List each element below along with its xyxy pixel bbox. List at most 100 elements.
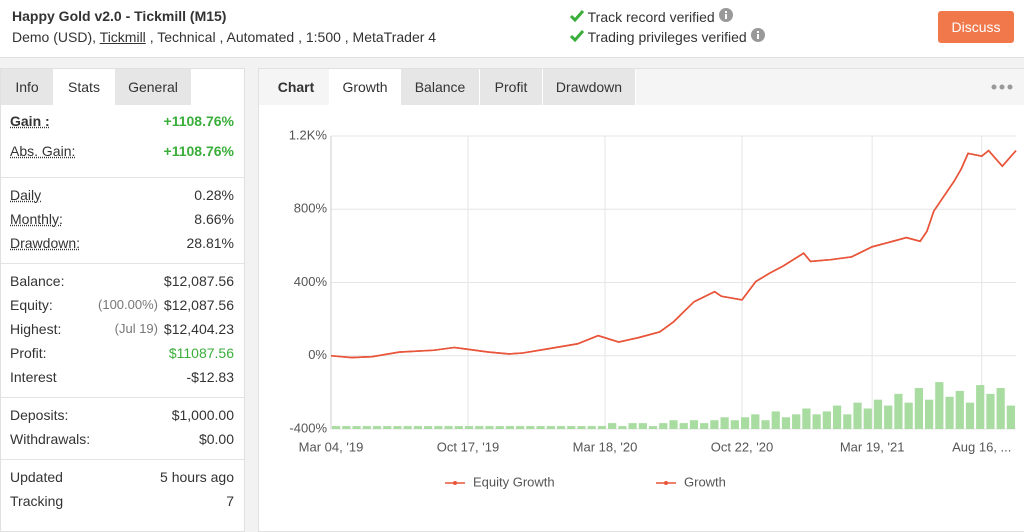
- verified-text: Trading privileges verified: [587, 29, 747, 45]
- growth-line: [330, 149, 1017, 359]
- legend-label: Equity Growth: [473, 474, 555, 489]
- y-tick-label: 0%: [308, 347, 327, 362]
- chart-panel: -400% 0% 400% 800% 1.2K% Mar 04, '19 Oct 17, '…: [258, 68, 1024, 532]
- legend-marker-dot: [664, 481, 668, 485]
- stat-label: Deposits:: [10, 407, 69, 423]
- volume-bar: [393, 426, 402, 429]
- volume-bar: [935, 382, 944, 429]
- account-type: Demo (USD),: [12, 29, 97, 45]
- x-tick-label: Aug 16, ...: [952, 439, 1011, 454]
- volume-bar: [914, 387, 923, 429]
- stat-value: $12,087.56: [163, 297, 234, 313]
- volume-bar: [403, 426, 412, 429]
- volume-bar: [771, 411, 780, 429]
- volume-bar: [781, 417, 791, 429]
- chart-tab[interactable]: Balance: [401, 69, 480, 105]
- chart-tab[interactable]: Drawdown: [543, 69, 636, 105]
- volume-bar: [659, 423, 668, 429]
- stat-label: Withdrawals:: [10, 431, 91, 447]
- volume-bar: [434, 426, 443, 429]
- left-tab[interactable]: Info: [1, 69, 54, 105]
- stat-value: $11087.56: [168, 345, 234, 361]
- stat-row: Abs. Gain: +1108.76%: [10, 143, 234, 163]
- volume-bar: [761, 420, 770, 429]
- volume-bar: [812, 414, 821, 429]
- stat-value: $0.00: [198, 431, 234, 447]
- volume-bar: [924, 399, 934, 429]
- volume-bar: [362, 426, 371, 429]
- volume-bar: [740, 417, 750, 429]
- broker-link[interactable]: Tickmill: [99, 29, 146, 45]
- volume-bar: [822, 411, 831, 429]
- divider: [1, 397, 244, 398]
- stat-row: Balance: $12,087.56: [10, 273, 234, 293]
- y-tick-label: 400%: [294, 274, 328, 289]
- divider: [1, 177, 244, 178]
- volume-bar: [536, 426, 545, 429]
- stat-row: Withdrawals: $0.00: [10, 431, 234, 451]
- volume-bar: [945, 396, 954, 429]
- stat-label: Updated: [10, 469, 63, 485]
- y-tick-label: 800%: [294, 201, 328, 216]
- volume-bar: [904, 402, 913, 429]
- stat-label: Highest:: [10, 321, 62, 337]
- volume-bar: [648, 426, 658, 429]
- left-tab[interactable]: Stats: [54, 69, 115, 105]
- header: Happy Gold v2.0 - Tickmill (M15) Demo (U…: [0, 0, 1024, 58]
- stats-panel: Info Stats General Gain : +1108.76% Abs. Gain…: [0, 68, 245, 532]
- verified-item: Trading privileges verified: [569, 28, 765, 45]
- volume-bar: [720, 417, 729, 429]
- stat-value: $12,087.56: [163, 273, 234, 289]
- stat-value: +1108.76%: [163, 143, 234, 159]
- x-tick-label: Oct 17, '19: [437, 439, 499, 454]
- stat-value: 28.81%: [186, 235, 234, 251]
- stat-label: Daily: [10, 187, 42, 203]
- volume-bar: [792, 414, 801, 429]
- x-tick-label: Mar 04, '19: [299, 439, 364, 454]
- stat-row: Gain : +1108.76%: [10, 113, 234, 133]
- volume-bar: [444, 426, 453, 429]
- volume-bar: [976, 385, 985, 429]
- divider: [1, 459, 244, 460]
- volume-bar: [546, 426, 555, 429]
- stat-note: (100.00%): [98, 297, 158, 312]
- volume-bar: [342, 426, 351, 429]
- chart-tab[interactable]: Chart: [263, 69, 330, 105]
- stat-label: Tracking: [10, 493, 64, 509]
- stat-row: Equity: (100.00%) $12,087.56: [10, 297, 234, 317]
- volume-bar: [618, 426, 627, 429]
- volume-bar: [894, 393, 903, 429]
- system-title: Happy Gold v2.0 - Tickmill (M15): [12, 8, 227, 24]
- discuss-button[interactable]: Discuss: [938, 11, 1014, 43]
- stat-row: Interest -$12.83: [10, 369, 234, 389]
- volume-bar: [464, 426, 474, 429]
- volume-bar: [332, 426, 341, 429]
- volume-bar: [955, 390, 964, 429]
- volume-bar: [802, 408, 811, 429]
- stat-row: Drawdown: 28.81%: [10, 235, 234, 255]
- verified-item: Track record verified: [569, 8, 733, 25]
- chart-tab[interactable]: Growth: [330, 69, 401, 105]
- more-menu[interactable]: [991, 83, 1013, 91]
- x-tick-label: Mar 19, '21: [840, 439, 905, 454]
- stat-label: Abs. Gain:: [10, 143, 76, 159]
- volume-bar: [383, 426, 392, 429]
- account-details: , Technical , Automated , 1:500 , MetaTr…: [149, 29, 437, 45]
- chart-tab[interactable]: Profit: [480, 69, 543, 105]
- volume-bar: [832, 405, 842, 429]
- stat-value: 0.28%: [194, 187, 234, 203]
- volume-bar: [577, 426, 586, 429]
- stat-label: Monthly:: [10, 211, 63, 227]
- stat-label: Drawdown:: [10, 235, 81, 251]
- legend-marker-dot: [453, 481, 457, 485]
- volume-bar: [628, 423, 637, 429]
- stat-row: Deposits: $1,000.00: [10, 407, 234, 427]
- volume-bar: [526, 426, 535, 429]
- info-icon[interactable]: [718, 8, 733, 22]
- volume-bar: [730, 420, 739, 429]
- volume-bar: [516, 426, 525, 429]
- left-tab[interactable]: General: [115, 69, 192, 105]
- volume-bar: [751, 414, 760, 429]
- info-icon[interactable]: [750, 28, 765, 42]
